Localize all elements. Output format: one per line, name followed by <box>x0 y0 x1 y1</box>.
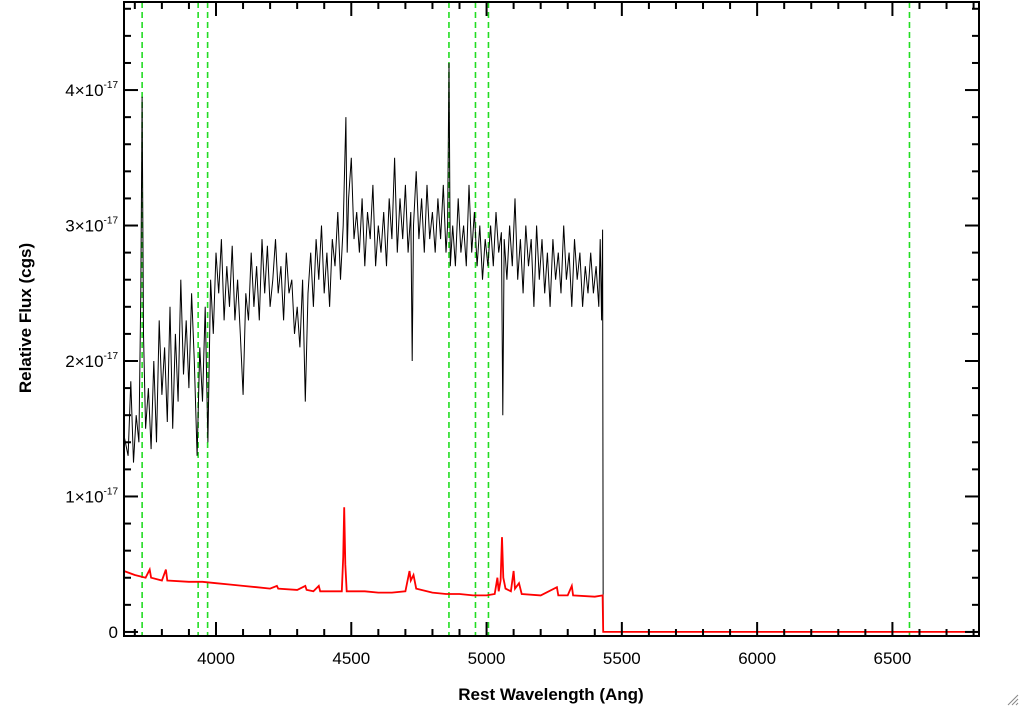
y-tick-label: 0 <box>109 623 118 642</box>
y-tick-label: 1×10-17 <box>65 486 118 506</box>
axis-ticks <box>124 2 979 636</box>
y-tick-label: 2×10-17 <box>65 351 118 371</box>
y-axis-title: Relative Flux (cgs) <box>16 243 35 393</box>
resize-grip-icon <box>1007 694 1019 706</box>
x-tick-label: 6000 <box>738 649 776 668</box>
y-tick-label: 3×10-17 <box>65 216 118 236</box>
spectrum-series <box>123 62 979 633</box>
x-tick-label: 6500 <box>874 649 912 668</box>
x-tick-label: 4500 <box>332 649 370 668</box>
observed-spectrum-line <box>123 62 604 632</box>
y-tick-labels: 0 1×10-17 2×10-17 3×10-17 4×10-17 <box>65 80 118 642</box>
model-spectrum-line <box>123 507 979 633</box>
x-axis-title: Rest Wavelength (Ang) <box>458 685 643 704</box>
x-tick-label: 5000 <box>468 649 506 668</box>
x-tick-labels: 4000 4500 5000 5500 6000 6500 <box>197 649 911 668</box>
x-tick-label: 5500 <box>603 649 641 668</box>
x-tick-label: 4000 <box>197 649 235 668</box>
plot-frame <box>123 1 980 637</box>
emission-line-markers <box>141 2 911 636</box>
y-tick-label: 4×10-17 <box>65 80 118 100</box>
